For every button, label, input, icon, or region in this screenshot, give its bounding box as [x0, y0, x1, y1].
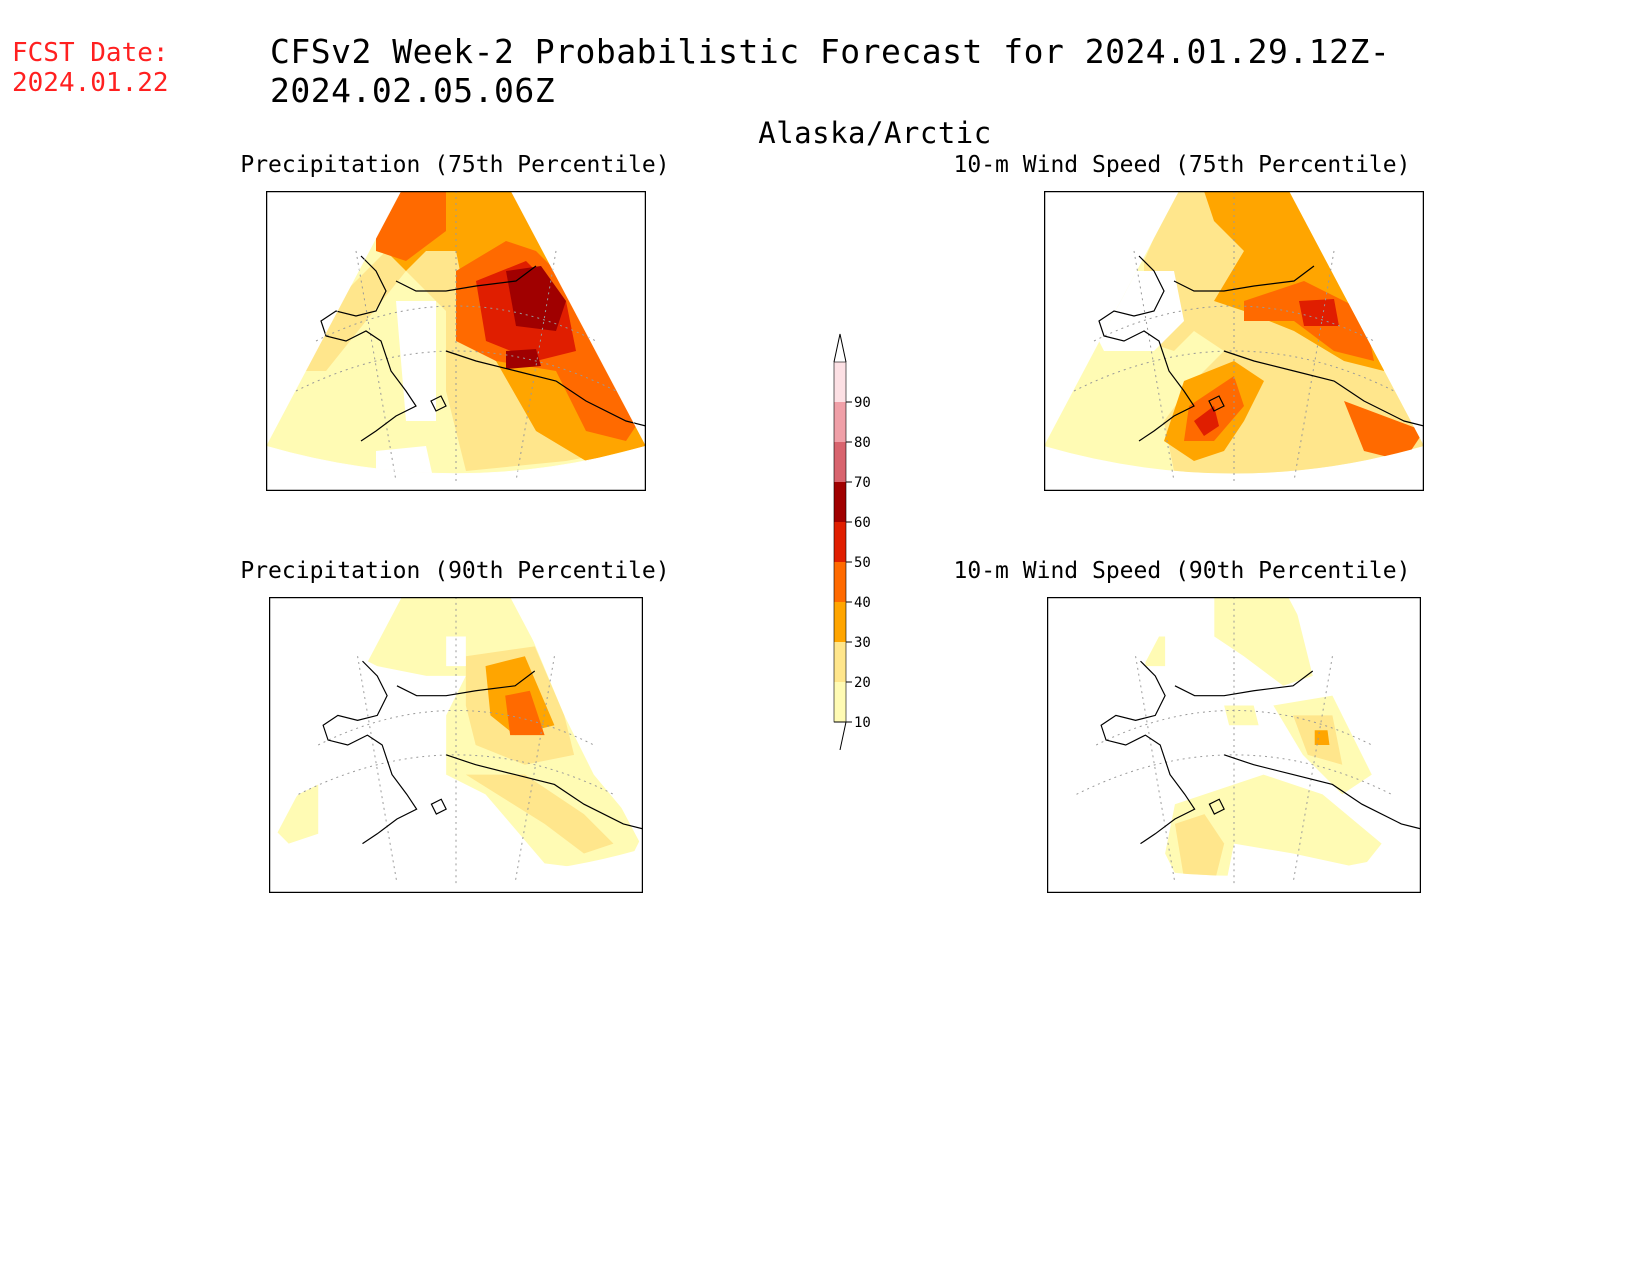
- colorbar-tick-label: 50: [854, 555, 871, 571]
- colorbar-tick-label: 70: [854, 475, 871, 491]
- colorbar-swatch: [834, 642, 846, 682]
- forecast-date-block: FCST Date: 2024.01.22: [12, 38, 169, 98]
- colorbar-cap-top: [833, 333, 847, 363]
- map-wind-90: [1047, 597, 1421, 893]
- colorbar-tick-label: 60: [854, 515, 871, 531]
- colorbar-tick-label: 80: [854, 435, 871, 451]
- coastline: [1100, 660, 1421, 845]
- colorbar-frame: [833, 361, 847, 723]
- colorbar-swatch: [834, 522, 846, 562]
- map-precip-90: [269, 597, 643, 893]
- colorbar-swatch: [834, 442, 846, 482]
- colorbar-swatch: [834, 602, 846, 642]
- main-title-block: CFSv2 Week-2 Probabilistic Forecast for …: [0, 32, 1650, 150]
- colorbar: 10 20 30 40 50 60 70 80 90: [833, 333, 871, 750]
- coastline: [320, 255, 646, 442]
- map-frame: [269, 597, 643, 893]
- colorbar-tick-label: 30: [854, 635, 871, 651]
- colorbar-tick-label: 20: [854, 675, 871, 691]
- colorbar-cap-bottom: [834, 721, 847, 750]
- panel-title-precip-90: Precipitation (90th Percentile): [240, 558, 670, 584]
- colorbar-swatch: [834, 362, 846, 402]
- graticule: [1073, 191, 1395, 482]
- forecast-date-label: FCST Date:: [12, 38, 169, 68]
- panel-title-wind-90: 10-m Wind Speed (90th Percentile): [953, 558, 1411, 584]
- map-frame: [1044, 191, 1424, 491]
- graticule: [1076, 597, 1392, 884]
- region-subtitle: Alaska/Arctic: [758, 116, 992, 150]
- panel-title-wind-75: 10-m Wind Speed (75th Percentile): [953, 152, 1411, 178]
- colorbar-tick-label: 90: [854, 395, 871, 411]
- colorbar-swatch: [834, 562, 846, 602]
- coastline: [1098, 255, 1424, 442]
- coastline: [322, 660, 643, 845]
- panel-title-precip-75: Precipitation (75th Percentile): [240, 152, 670, 178]
- map-wind-75: [1044, 191, 1424, 491]
- main-title: CFSv2 Week-2 Probabilistic Forecast for …: [270, 32, 1391, 110]
- map-precip-75: [266, 191, 646, 491]
- colorbar-swatch: [834, 402, 846, 442]
- forecast-date-value: 2024.01.22: [12, 68, 169, 98]
- colorbar-tick-label: 10: [854, 715, 871, 731]
- map-frame: [266, 191, 646, 491]
- colorbar-tick-label: 40: [854, 595, 871, 611]
- graticule: [298, 597, 614, 884]
- colorbar-swatch: [834, 482, 846, 522]
- graticule: [295, 191, 617, 482]
- map-frame: [1047, 597, 1421, 893]
- colorbar-swatch: [834, 682, 846, 722]
